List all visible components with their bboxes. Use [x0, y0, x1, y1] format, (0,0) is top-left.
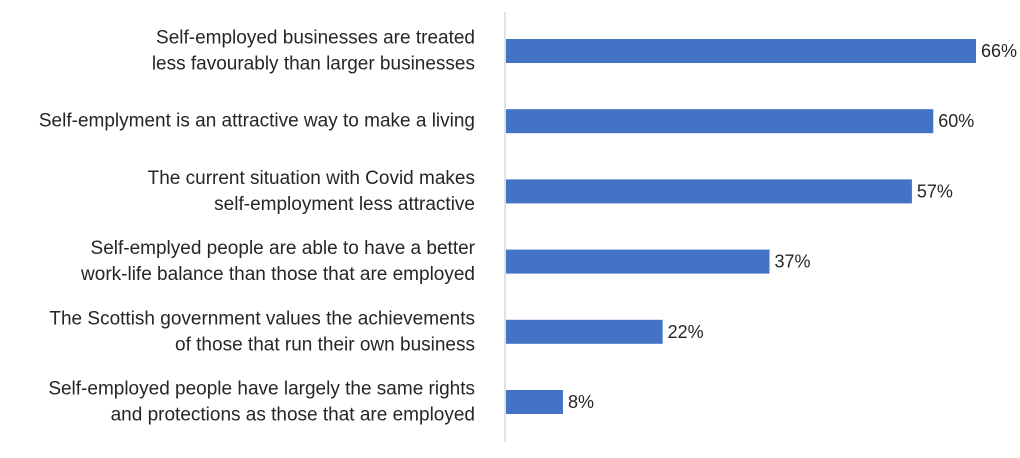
category-label-2: The current situation with Covid makes se… — [148, 168, 475, 215]
data-label-1: 60% — [938, 111, 974, 131]
category-label-3: Self-emplyed people are able to have a b… — [80, 238, 476, 285]
data-label-5: 8% — [568, 392, 594, 412]
bar-1 — [506, 109, 934, 134]
bar-4 — [506, 319, 663, 344]
category-label-line: self-employment less attractive — [214, 194, 475, 215]
category-label-line: Self-employed businesses are treated — [156, 28, 475, 49]
category-label-line: Self-emplyment is an attractive way to m… — [39, 111, 475, 132]
bar-2 — [506, 179, 912, 204]
category-label-0: Self-employed businesses are treated less… — [152, 28, 475, 75]
category-label-line: Self-employed people have largely the sa… — [48, 379, 475, 400]
bar-3 — [506, 249, 770, 274]
category-label-line: The current situation with Covid makes — [148, 168, 475, 189]
category-label-line: of those that run their own business — [175, 334, 475, 355]
category-label-line: The Scottish government values the achie… — [49, 308, 475, 329]
category-label-line: less favourably than larger businesses — [152, 54, 475, 75]
category-label-line: and protections as those that are employ… — [111, 405, 475, 426]
data-label-2: 57% — [917, 181, 953, 201]
category-label-1: Self-emplyment is an attractive way to m… — [39, 111, 475, 132]
data-label-0: 66% — [981, 41, 1017, 61]
category-label-4: The Scottish government values the achie… — [49, 308, 475, 355]
category-label-5: Self-employed people have largely the sa… — [48, 379, 475, 426]
category-label-line: Self-emplyed people are able to have a b… — [91, 238, 476, 259]
bar-5 — [506, 390, 563, 414]
bar-0 — [506, 39, 976, 63]
category-label-line: work-life balance than those that are em… — [80, 264, 475, 285]
data-label-4: 22% — [668, 322, 704, 342]
data-label-3: 37% — [774, 252, 810, 272]
